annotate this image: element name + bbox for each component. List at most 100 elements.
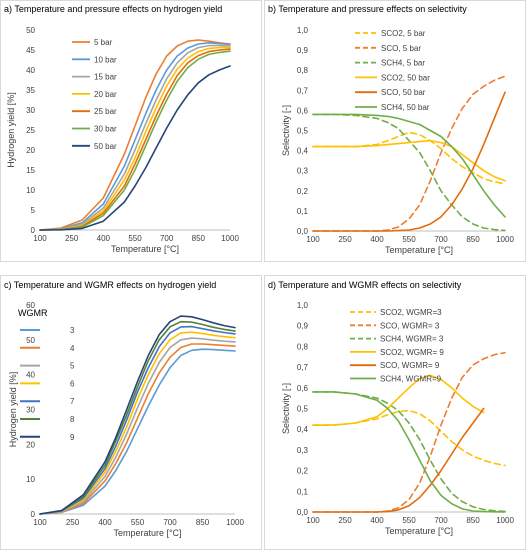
legend-entry: SCO, WGMR= 9 xyxy=(380,361,440,370)
y-tick-label: 1,0 xyxy=(297,26,309,35)
legend-entry: SCO, WGMR= 3 xyxy=(380,321,440,330)
legend-entry: SCO2, 50 bar xyxy=(381,73,430,82)
y-tick-label: 0,3 xyxy=(297,167,309,176)
y-tick-label: 0,2 xyxy=(297,187,309,196)
y-tick-label: 35 xyxy=(26,86,35,95)
y-tick-label: 30 xyxy=(26,406,35,415)
x-tick-label: 700 xyxy=(163,518,177,527)
x-tick-label: 700 xyxy=(434,516,448,525)
legend-entry: 5 bar xyxy=(94,38,113,47)
y-tick-label: 0,5 xyxy=(297,405,309,414)
legend-entry: 3 xyxy=(70,326,75,335)
series-line-6 xyxy=(39,320,236,515)
y-tick-label: 0,3 xyxy=(297,446,309,455)
series-line-3 xyxy=(39,337,236,515)
legend-entry: SCO2, WGMR= 9 xyxy=(380,348,444,357)
y-tick-label: 0,0 xyxy=(297,227,309,236)
legend-title: WGMR xyxy=(18,308,48,318)
legend-entry: 30 bar xyxy=(94,125,117,134)
chart-title: d) Temperature and WGMR effects on selec… xyxy=(268,280,462,290)
y-tick-label: 10 xyxy=(26,475,35,484)
chart-title: b) Temperature and pressure effects on s… xyxy=(268,4,467,14)
y-axis-label: Hydrogen yield [%] xyxy=(6,92,16,168)
y-tick-label: 0,8 xyxy=(297,66,309,75)
y-tick-label: 15 xyxy=(26,166,35,175)
y-tick-label: 0,4 xyxy=(297,425,309,434)
x-tick-label: 1000 xyxy=(496,516,514,525)
series-line-3 xyxy=(312,113,506,232)
y-axis-label: Selectivity [-] xyxy=(281,383,291,434)
y-tick-label: 0,8 xyxy=(297,342,309,351)
x-tick-label: 100 xyxy=(33,234,47,243)
legend: SCO2, WGMR=3 SCO, WGMR= 3 SCH4, WGMR= 3 SCO… xyxy=(350,308,444,384)
x-tick-label: 400 xyxy=(370,516,384,525)
x-tick-label: 850 xyxy=(466,516,480,525)
x-tick-label: 100 xyxy=(306,235,320,244)
panel-border xyxy=(264,0,526,262)
legend-entry: 7 xyxy=(70,397,75,406)
series-line-4 xyxy=(312,139,506,182)
x-tick-label: 700 xyxy=(434,235,448,244)
chart-title: c) Temperature and WGMR effects on hydro… xyxy=(4,280,216,290)
x-tick-label: 400 xyxy=(370,235,384,244)
legend-entry: 25 bar xyxy=(94,107,117,116)
x-tick-label: 400 xyxy=(97,234,111,243)
x-tick-label: 250 xyxy=(65,234,79,243)
legend-entry: SCO2, WGMR=3 xyxy=(380,308,442,317)
x-tick-label: 1000 xyxy=(496,235,514,244)
legend: WGMR 3 4 5 6 7 8 9 xyxy=(18,308,75,442)
series-line-2 xyxy=(39,343,236,515)
series-line-6 xyxy=(39,50,231,231)
legend-entry: SCH4, 50 bar xyxy=(381,103,430,112)
y-tick-label: 0,1 xyxy=(297,487,309,496)
legend-entry: 8 xyxy=(70,415,75,424)
y-tick-label: 0,0 xyxy=(297,508,309,517)
series-line-4 xyxy=(39,331,236,515)
series-line-4 xyxy=(312,374,485,426)
x-tick-label: 100 xyxy=(306,516,320,525)
y-tick-label: 25 xyxy=(26,126,35,135)
legend-entry: 50 bar xyxy=(94,142,117,151)
y-tick-label: 60 xyxy=(26,301,35,310)
y-tick-label: 50 xyxy=(26,336,35,345)
series-line-6 xyxy=(312,391,506,513)
legend-entry: 10 bar xyxy=(94,55,117,64)
y-tick-label: 0,4 xyxy=(297,147,309,156)
y-tick-label: 0,2 xyxy=(297,467,309,476)
series-line-5 xyxy=(39,325,236,515)
x-tick-label: 550 xyxy=(131,518,145,527)
legend-entry: SCO, 50 bar xyxy=(381,88,426,97)
series-line-2 xyxy=(39,42,231,231)
y-tick-label: 0 xyxy=(31,510,36,519)
y-tick-label: 5 xyxy=(31,206,36,215)
y-tick-label: 0,7 xyxy=(297,86,309,95)
series-line-5 xyxy=(312,91,506,232)
legend: 5 bar 10 bar 15 bar 20 bar 25 bar 30 bar 50 ba… xyxy=(72,38,117,151)
series-line-1 xyxy=(39,39,231,231)
y-tick-label: 0,1 xyxy=(297,207,309,216)
x-tick-label: 1000 xyxy=(226,518,244,527)
legend-entry: 5 xyxy=(70,362,75,371)
legend-entry: 6 xyxy=(70,379,75,388)
y-tick-label: 40 xyxy=(26,66,35,75)
y-tick-label: 0,6 xyxy=(297,106,309,115)
series-line-7 xyxy=(39,65,231,231)
legend-entry: 4 xyxy=(70,344,75,353)
x-tick-label: 550 xyxy=(128,234,142,243)
x-tick-label: 250 xyxy=(66,518,80,527)
legend-entry: 9 xyxy=(70,433,75,442)
y-tick-label: 0,5 xyxy=(297,127,309,136)
series-line-5 xyxy=(312,407,485,513)
legend-entry: 20 bar xyxy=(94,90,117,99)
y-tick-label: 0,9 xyxy=(297,46,309,55)
chart-title: a) Temperature and pressure effects on h… xyxy=(4,4,222,14)
chart-panel-c: c) Temperature and WGMR effects on hydro… xyxy=(0,275,262,550)
y-tick-label: 20 xyxy=(26,146,35,155)
y-tick-label: 0,6 xyxy=(297,384,309,393)
chart-panel-b: b) Temperature and pressure effects on s… xyxy=(264,0,526,262)
series-line-5 xyxy=(39,48,231,231)
x-tick-label: 250 xyxy=(338,516,352,525)
chart-panel-d: d) Temperature and WGMR effects on selec… xyxy=(264,275,526,550)
series-line-4 xyxy=(39,46,231,231)
